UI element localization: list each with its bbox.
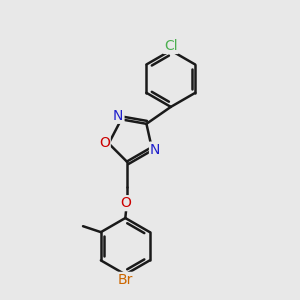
Text: Br: Br — [118, 273, 133, 287]
Text: Cl: Cl — [164, 39, 178, 53]
Text: O: O — [120, 196, 131, 210]
Text: N: N — [113, 109, 124, 123]
Text: N: N — [150, 142, 160, 157]
Text: O: O — [99, 136, 110, 151]
